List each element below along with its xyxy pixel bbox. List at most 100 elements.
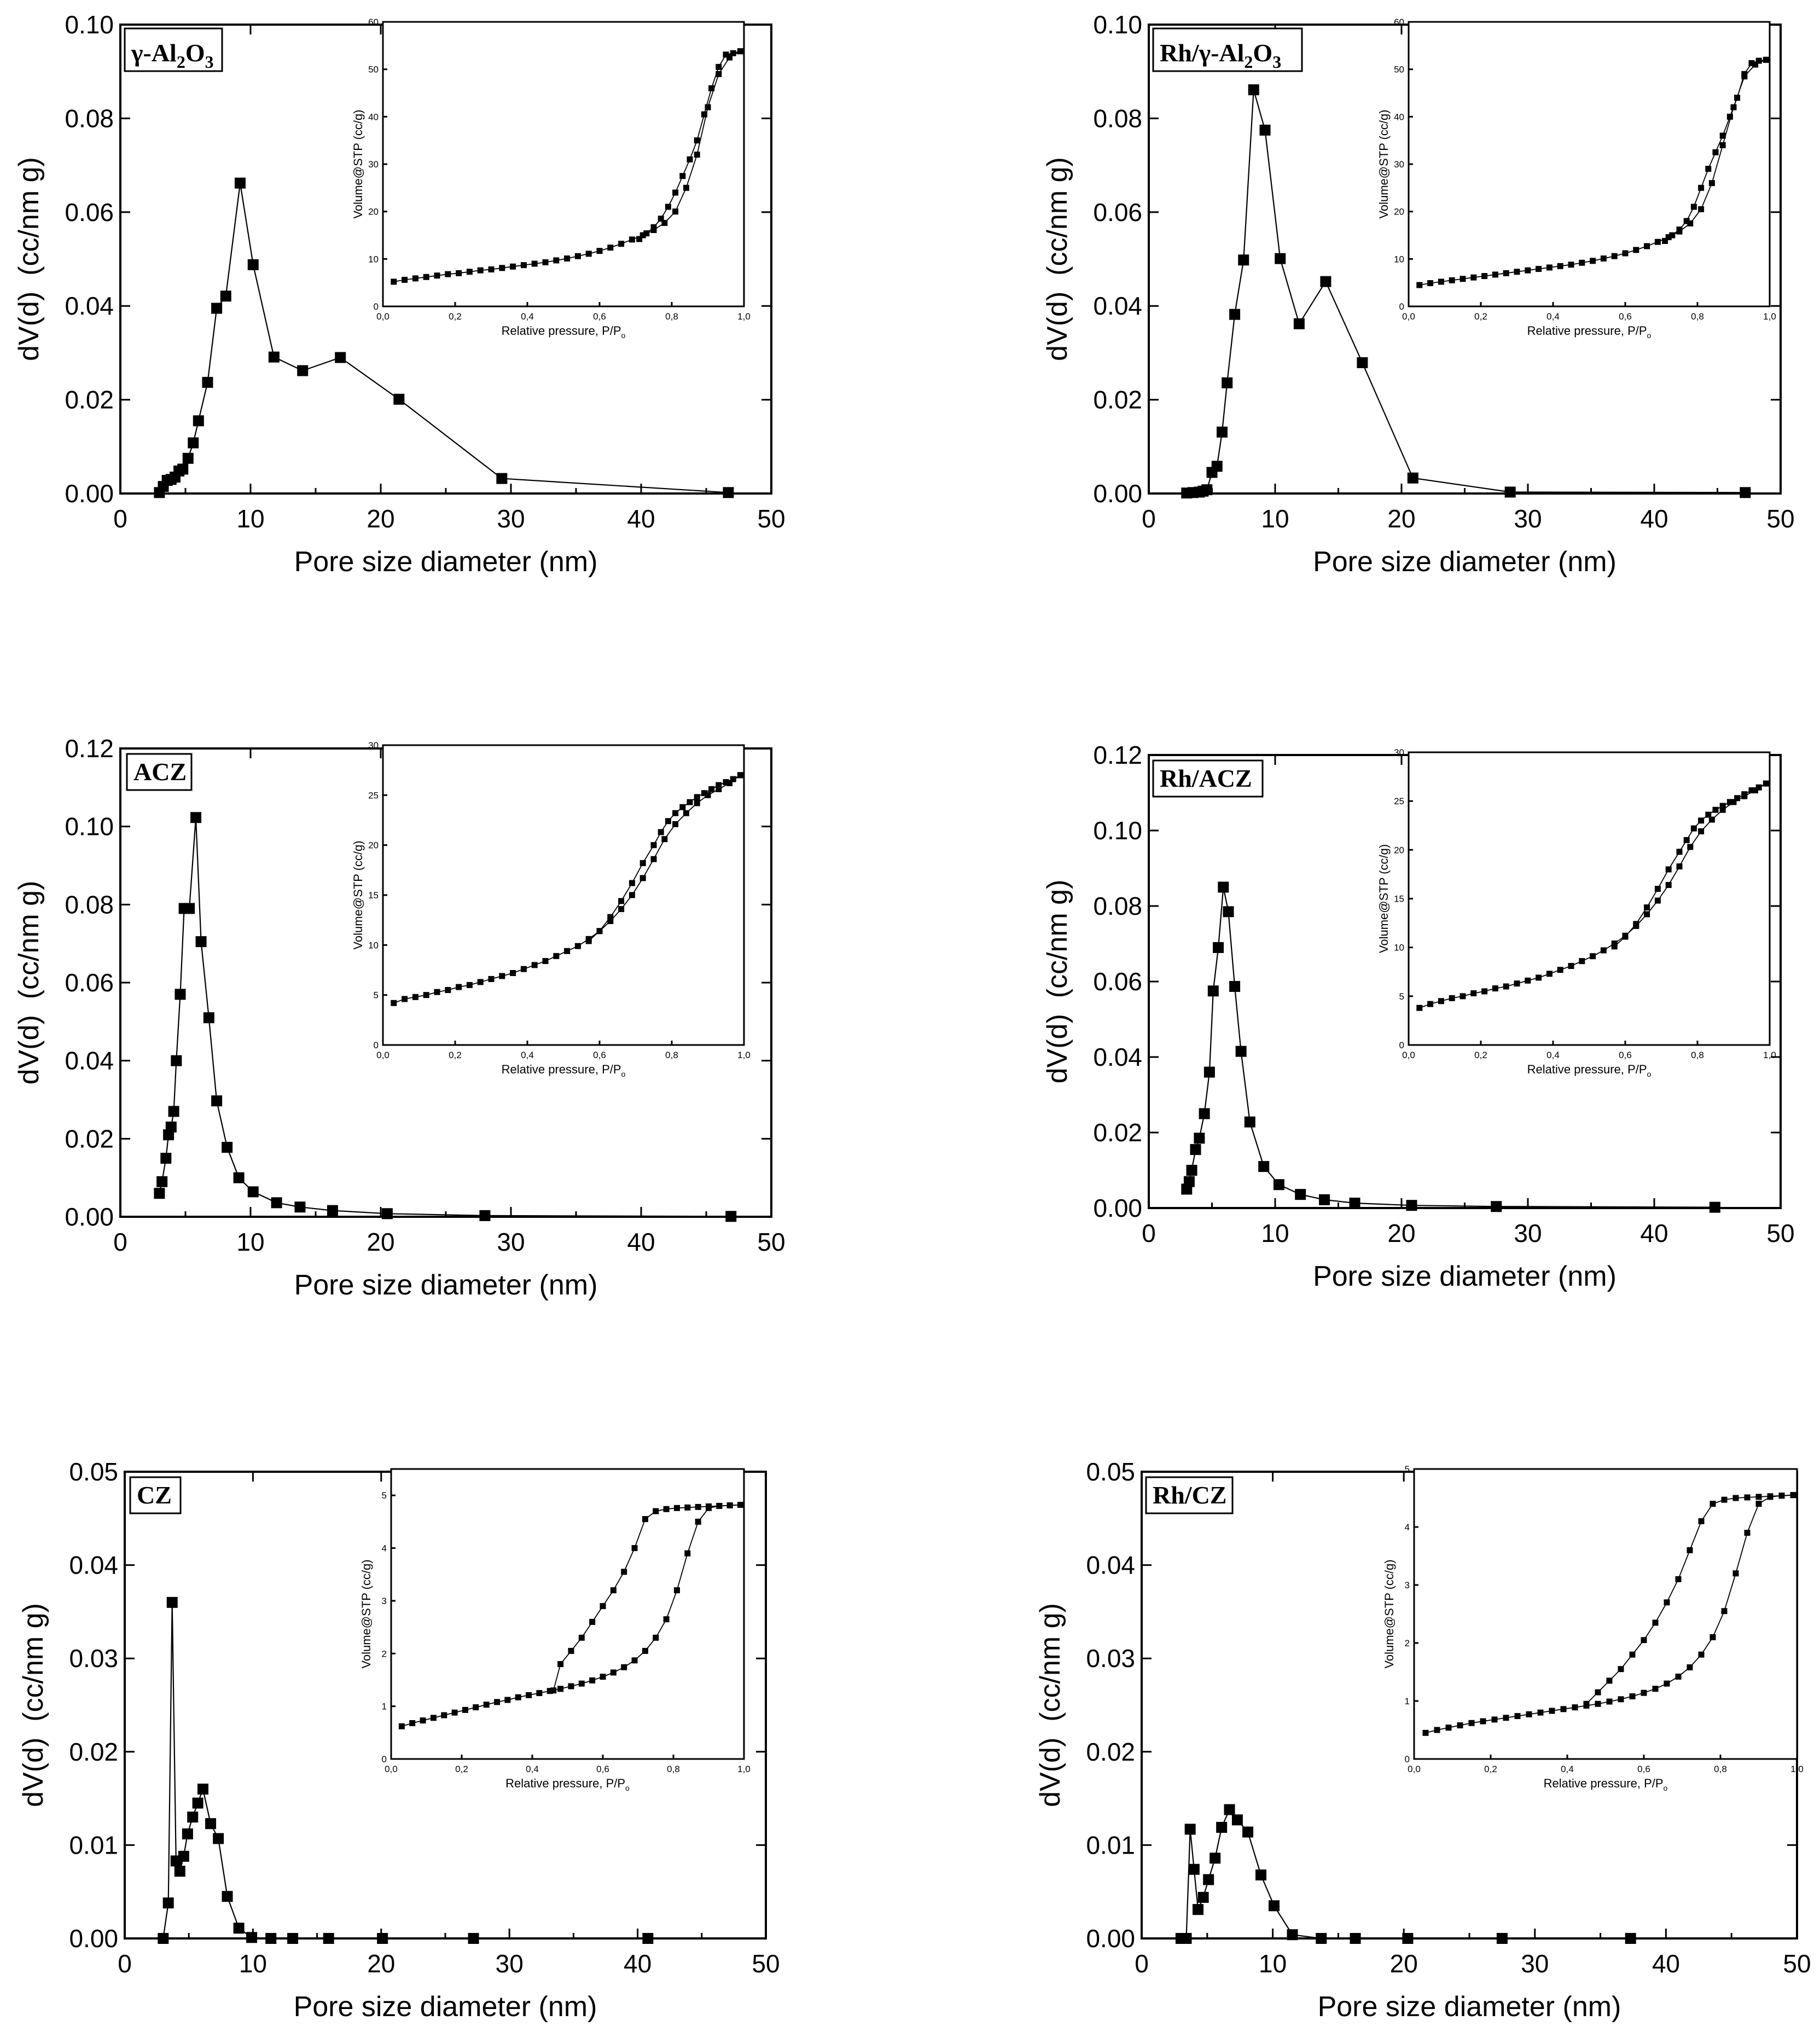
inset-adsorption-point	[716, 71, 722, 77]
inset-desorption-point	[578, 1634, 585, 1641]
sample-label-box	[129, 1476, 182, 1514]
data-point	[1216, 426, 1228, 438]
data-point	[1319, 1194, 1330, 1205]
sample-label: γ-Al2O3	[131, 39, 214, 72]
data-point	[1406, 1200, 1417, 1211]
data-point	[1183, 1176, 1195, 1187]
inset-adsorption-point	[412, 994, 418, 1000]
inset-adsorption-point	[642, 1647, 648, 1654]
inset-adsorption-point	[1560, 1706, 1567, 1712]
inset-y-tick-label: 50	[368, 65, 379, 75]
inset-adsorption-point	[672, 208, 679, 215]
data-point	[202, 376, 213, 388]
inset-y-tick-label: 20	[1394, 845, 1404, 855]
inset-adsorption-point	[1427, 280, 1434, 287]
inset-x-tick-label: 0,6	[593, 1050, 606, 1060]
data-point	[1244, 1116, 1255, 1128]
inset-adsorption-point	[1606, 1698, 1613, 1705]
inset-adsorption-point	[531, 260, 538, 267]
inset-y-tick-label: 1	[1405, 1696, 1410, 1706]
inset-x-axis-label-sub: o	[625, 1784, 630, 1792]
data-point	[496, 473, 508, 484]
inset-adsorption-point	[1557, 967, 1563, 973]
inset-adsorption-point	[1708, 180, 1715, 187]
inset-x-tick-label: 0,0	[376, 1050, 389, 1060]
inset-desorption-point	[1755, 784, 1762, 791]
inset-adsorption-point	[1546, 264, 1552, 271]
inset-adsorption-point	[510, 969, 516, 976]
inset-adsorption-point	[672, 821, 679, 827]
inset-adsorption-point	[445, 271, 451, 277]
y-tick-label: 0.08	[65, 104, 114, 132]
inset-adsorption-point	[434, 272, 440, 279]
inset-y-tick-label: 4	[382, 1543, 387, 1554]
inset-frame	[1408, 751, 1771, 1046]
inset-desorption-point	[1665, 866, 1672, 873]
inset-x-tick-label: 0,6	[1637, 1764, 1650, 1774]
inset-adsorption-point	[477, 979, 484, 985]
y-tick-label: 0.03	[69, 1644, 118, 1673]
inset-y-tick-label: 30	[1394, 159, 1404, 170]
inset-x-tick-label: 0,2	[449, 1050, 462, 1060]
data-point	[1231, 1814, 1243, 1826]
inset-x-tick-label: 0,0	[1408, 1764, 1421, 1774]
x-tick-label: 40	[1640, 504, 1668, 533]
inset-adsorption-point	[1595, 1700, 1601, 1707]
data-point	[1238, 254, 1249, 266]
inset-desorption-point	[706, 1503, 712, 1509]
x-tick-label: 10	[239, 1949, 267, 1978]
inset-y-tick-label: 15	[368, 890, 379, 901]
inset-desorption-point	[737, 1502, 744, 1508]
data-point	[1184, 1824, 1196, 1835]
y-tick-label: 0.00	[65, 479, 114, 508]
data-point	[1504, 486, 1516, 498]
inset-adsorption-point	[430, 1715, 437, 1721]
inset-x-axis-label-main: Relative pressure, P/P	[1544, 1776, 1664, 1790]
x-tick-label: 50	[1766, 504, 1794, 533]
inset-y-tick-label: 30	[368, 740, 379, 751]
chart-panel-4: 0 10 20 30 40 500.000.020.040.060.080.100.12P…	[1042, 741, 1795, 1292]
inset-adsorption-point	[557, 1686, 564, 1692]
sample-label: Rh/CZ	[1153, 1481, 1226, 1509]
inset-adsorption-point	[1708, 816, 1715, 823]
inset-adsorption-point	[1422, 1729, 1429, 1736]
inset-adsorption-point	[574, 943, 581, 949]
data-point	[1194, 1133, 1205, 1144]
inset-y-axis-label: Volume@STP (cc/g)	[351, 840, 365, 949]
inset-adsorption-point	[1480, 1718, 1486, 1725]
data-point	[1224, 1804, 1235, 1815]
x-tick-label: 10	[236, 504, 264, 533]
y-tick-label: 0.05	[69, 1458, 118, 1486]
inset-x-tick-label: 0,0	[1402, 311, 1415, 322]
inset-adsorption-point	[1536, 266, 1542, 272]
inset-desorption-point	[695, 1503, 701, 1510]
inset-y-tick-label: 2	[1405, 1638, 1410, 1648]
inset-adsorption-point	[412, 275, 418, 282]
inset-desorption-point	[1705, 166, 1712, 172]
inset-x-axis-label: Relative pressure, P/Po	[505, 1776, 630, 1792]
data-point	[192, 1797, 203, 1809]
inset-desorption-point	[1741, 71, 1748, 77]
inset-adsorption-point	[553, 953, 560, 959]
x-axis-label: Pore size diameter (nm)	[294, 546, 598, 578]
data-point	[195, 936, 207, 948]
inset-adsorption-point	[1633, 247, 1639, 253]
inset-adsorption-point	[1752, 787, 1759, 794]
inset-adsorption-point	[1572, 1704, 1578, 1711]
data-point	[156, 1176, 168, 1187]
inset-y-axis-label: Volume@STP (cc/g)	[359, 1559, 373, 1668]
inset-y-tick-label: 25	[1394, 796, 1404, 806]
inset-adsorption-point	[1568, 963, 1574, 969]
sample-label-sub: 2	[1244, 52, 1253, 72]
inset-y-tick-label: 20	[368, 840, 379, 851]
inset-desorption-point	[1618, 1666, 1624, 1673]
inset-adsorption-point	[1449, 995, 1455, 1001]
data-point	[197, 1784, 208, 1795]
inset-adsorption-point	[520, 262, 527, 269]
x-axis-label: Pore size diameter (nm)	[1313, 546, 1617, 578]
inset-adsorption-point	[499, 265, 505, 271]
inset-frame	[1413, 1468, 1798, 1760]
data-point	[1193, 1904, 1204, 1915]
inset-x-tick-label: 1,0	[737, 1050, 751, 1060]
inset-desorption-point	[687, 799, 693, 805]
